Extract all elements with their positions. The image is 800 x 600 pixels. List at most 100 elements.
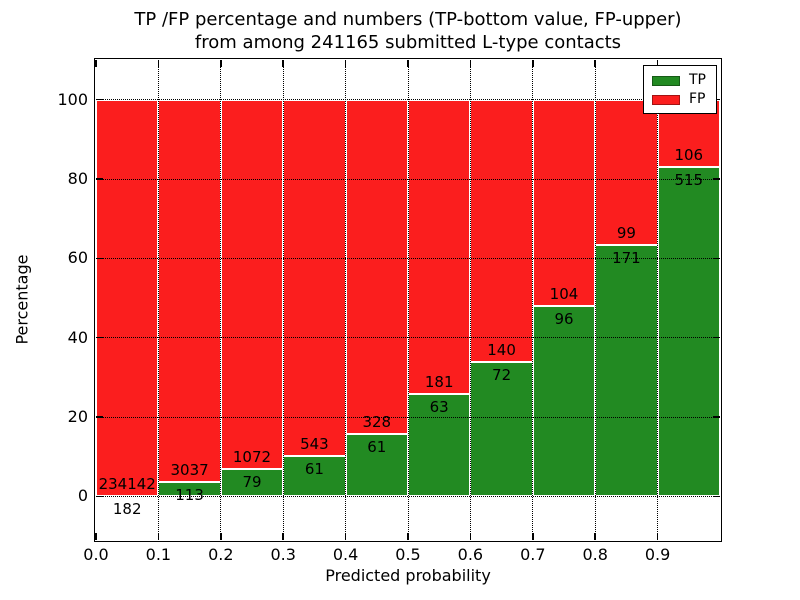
tp-count-label: 96 <box>554 309 574 328</box>
legend: TP FP <box>643 65 717 114</box>
fp-count-label: 106 <box>674 146 704 165</box>
legend-entry-fp: FP <box>644 90 716 109</box>
y-tick-mark <box>713 495 720 498</box>
y-tick-mark <box>96 336 103 339</box>
x-tick-mark <box>344 60 347 67</box>
x-tick-mark <box>157 60 160 67</box>
tp-count-label: 72 <box>492 365 512 384</box>
y-axis-label: Percentage <box>12 254 32 345</box>
x-tick-mark <box>344 533 347 540</box>
y-tick-label: 40 <box>67 327 88 347</box>
plot-area: TP FP 234142 182 3037 113 1072 79 543 61 328 61 18… <box>95 60 720 540</box>
x-tick-label: 0.3 <box>270 545 296 564</box>
y-tick-mark <box>96 178 103 180</box>
y-tick-label: 80 <box>67 169 88 188</box>
tp-bar-segment <box>470 361 533 497</box>
x-gridline <box>469 60 471 540</box>
y-tick-mark <box>96 495 103 498</box>
x-axis-label: Predicted probability <box>325 566 491 585</box>
fp-bar-segment <box>408 99 471 394</box>
y-tick-label: 100 <box>57 89 88 109</box>
x-tick-mark <box>594 60 596 67</box>
x-gridline <box>282 60 284 540</box>
y-tick-label: 20 <box>67 407 88 427</box>
x-tick-mark <box>157 533 160 540</box>
tp-bar-segment <box>657 167 720 497</box>
fp-bar-segment <box>96 99 159 497</box>
legend-label-fp: FP <box>689 91 706 107</box>
tp-bar-segment <box>408 393 471 497</box>
legend-entry-tp: TP <box>644 71 716 90</box>
legend-label-tp: TP <box>689 72 706 88</box>
fp-count-label: 99 <box>616 224 636 243</box>
fp-bar-segment <box>345 99 408 435</box>
fp-bar-segment <box>158 99 221 483</box>
fp-color-swatch-icon <box>652 94 680 105</box>
fp-count-label: 140 <box>487 340 516 359</box>
x-tick-label: 0.5 <box>395 545 421 564</box>
chart-title: TP /FP percentage and numbers (TP-bottom… <box>96 8 720 54</box>
fp-bar-segment <box>470 99 533 362</box>
x-tick-mark <box>407 533 409 540</box>
x-tick-mark <box>656 60 659 67</box>
x-gridline <box>407 60 409 540</box>
tp-count-label: 63 <box>429 397 449 416</box>
tp-bar-segment <box>220 469 284 497</box>
tp-count-label: 171 <box>612 249 641 268</box>
tp-count-label: 61 <box>367 438 387 457</box>
y-tick-mark <box>713 178 720 180</box>
fp-bar-segment <box>595 99 658 246</box>
tp-count-label: 61 <box>304 460 324 479</box>
fp-count-label: 104 <box>549 284 579 303</box>
y-tick-label: 60 <box>67 248 88 268</box>
x-gridline <box>594 60 596 540</box>
tp-bar-segment <box>283 456 346 497</box>
y-tick-mark <box>713 336 720 339</box>
x-gridline <box>345 60 347 540</box>
y-tick-mark <box>96 257 103 260</box>
x-tick-label: 0.9 <box>644 545 671 564</box>
fp-count-label: 328 <box>362 413 392 432</box>
fp-count-label: 181 <box>424 372 454 391</box>
fp-count-label: 3037 <box>170 461 209 480</box>
chart-title-line1: TP /FP percentage and numbers (TP-bottom… <box>134 9 682 30</box>
y-tick-label: 0 <box>77 486 88 506</box>
y-tick-mark <box>713 416 720 418</box>
fp-bar-segment <box>532 99 596 306</box>
x-gridline <box>532 60 534 540</box>
tp-bar-segment <box>345 434 408 497</box>
x-tick-mark <box>282 60 284 67</box>
x-tick-mark <box>469 60 472 67</box>
x-tick-mark <box>220 533 222 540</box>
fp-bar-segment <box>220 99 284 470</box>
x-tick-mark <box>220 60 222 67</box>
x-tick-mark <box>95 533 97 540</box>
fp-count-label: 234142 <box>98 475 156 494</box>
tp-count-label: 515 <box>674 171 704 190</box>
x-gridline <box>220 60 222 540</box>
x-tick-mark <box>282 533 284 540</box>
x-tick-mark <box>407 60 409 67</box>
fp-count-label: 1072 <box>232 448 272 467</box>
x-tick-label: 0.0 <box>83 545 109 564</box>
y-tick-mark <box>96 98 103 101</box>
tp-bar-segment <box>532 305 596 497</box>
x-tick-label: 0.6 <box>457 545 484 564</box>
chart-title-line2: from among 241165 submitted L-type conta… <box>194 32 622 53</box>
x-tick-mark <box>469 533 472 540</box>
x-tick-mark <box>594 533 596 540</box>
fp-bar-segment <box>283 99 346 457</box>
fp-count-label: 543 <box>300 435 329 454</box>
tp-bar-segment <box>595 245 658 497</box>
tp-count-label: 79 <box>242 473 262 492</box>
y-tick-mark <box>713 257 720 260</box>
tp-count-label: 113 <box>175 486 204 505</box>
tp-count-label: 182 <box>112 500 142 519</box>
tp-bar-segment <box>158 482 221 497</box>
y-tick-mark <box>96 416 103 418</box>
x-tick-label: 0.7 <box>520 545 546 564</box>
x-tick-label: 0.2 <box>208 545 234 564</box>
tp-color-swatch-icon <box>652 75 680 86</box>
x-tick-mark <box>95 60 97 67</box>
